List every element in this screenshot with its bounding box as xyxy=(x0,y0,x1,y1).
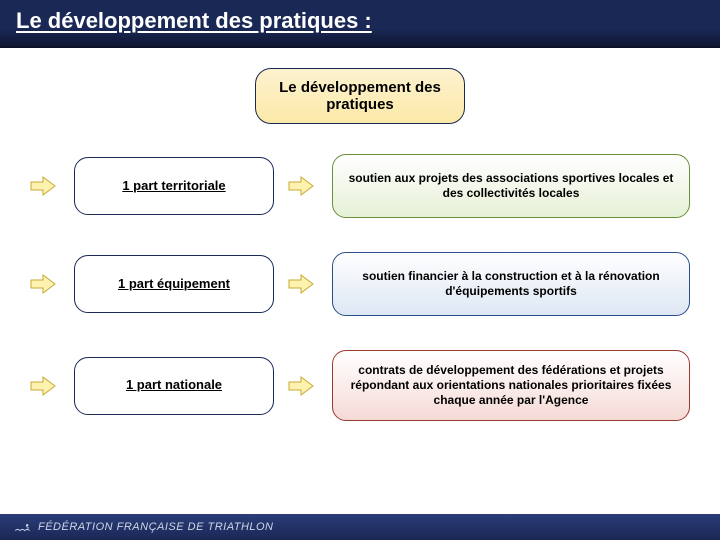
diagram-row: 1 part nationale contrats de développeme… xyxy=(30,350,690,421)
arrow-icon xyxy=(288,376,314,396)
arrow-icon xyxy=(30,176,56,196)
arrow-icon xyxy=(288,176,314,196)
diagram-row: 1 part équipement soutien financier à la… xyxy=(30,252,690,316)
footer-bar: FÉDÉRATION FRANÇAISE DE TRIATHLON xyxy=(0,514,720,540)
right-node-nationale: contrats de développement des fédération… xyxy=(332,350,690,421)
page-title: Le développement des pratiques : xyxy=(16,8,704,34)
diagram-rows: 1 part territoriale soutien aux projets … xyxy=(30,154,690,421)
left-node-territoriale: 1 part territoriale xyxy=(74,157,274,215)
diagram-row: 1 part territoriale soutien aux projets … xyxy=(30,154,690,218)
arrow-icon xyxy=(30,376,56,396)
triathlon-icon xyxy=(14,521,32,533)
diagram-area: Le développement des pratiques 1 part te… xyxy=(0,48,720,498)
right-node-equipement: soutien financier à la construction et à… xyxy=(332,252,690,316)
right-node-territoriale: soutien aux projets des associations spo… xyxy=(332,154,690,218)
arrow-icon xyxy=(30,274,56,294)
left-node-equipement: 1 part équipement xyxy=(74,255,274,313)
arrow-icon xyxy=(288,274,314,294)
title-bar: Le développement des pratiques : xyxy=(0,0,720,48)
left-node-nationale: 1 part nationale xyxy=(74,357,274,415)
root-node: Le développement des pratiques xyxy=(255,68,465,124)
footer-text: FÉDÉRATION FRANÇAISE DE TRIATHLON xyxy=(38,521,274,533)
footer-logo: FÉDÉRATION FRANÇAISE DE TRIATHLON xyxy=(14,521,274,533)
